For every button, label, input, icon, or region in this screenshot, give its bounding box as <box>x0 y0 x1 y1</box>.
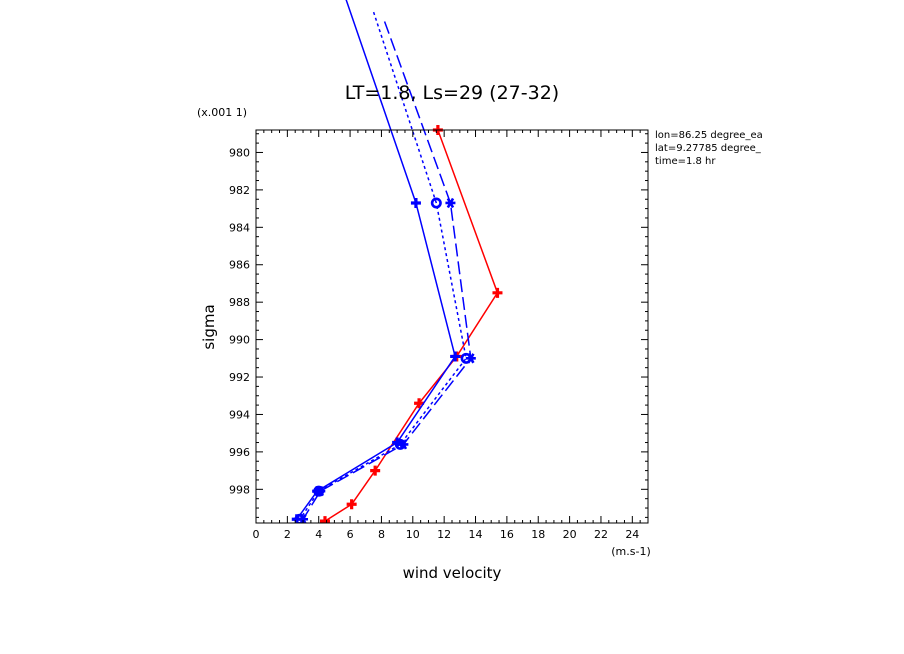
x-tick-label: 4 <box>315 528 322 541</box>
y-tick-label: 986 <box>229 259 250 272</box>
x-axis-label: wind velocity <box>403 564 502 582</box>
y-tick-label: 980 <box>229 146 250 159</box>
data-point <box>370 465 381 476</box>
chart-title: LT=1.8, Ls=29 (27-32) <box>345 82 559 104</box>
y-axis-label: sigma <box>200 304 218 349</box>
x-tick-label: 14 <box>469 528 483 541</box>
data-point <box>346 499 357 510</box>
data-point <box>450 351 461 362</box>
x-tick-label: 10 <box>406 528 420 541</box>
y-tick-label: 994 <box>229 408 250 421</box>
series-line <box>296 0 456 520</box>
data-point <box>319 516 330 523</box>
y-scale-note: (x.001 1) <box>197 106 247 119</box>
data-point <box>414 398 425 409</box>
data-point <box>398 439 409 450</box>
x-tick-label: 20 <box>563 528 577 541</box>
x-tick-label: 2 <box>284 528 291 541</box>
data-point <box>410 197 421 208</box>
data-point <box>315 486 326 497</box>
x-tick-label: 8 <box>378 528 385 541</box>
data-point <box>430 197 442 209</box>
x-tick-label: 6 <box>347 528 354 541</box>
info-line-lon: lon=86.25 degree_ea <box>655 130 763 141</box>
x-tick-label: 24 <box>625 528 639 541</box>
x-units-label: (m.s-1) <box>611 545 651 558</box>
series-4 <box>298 21 476 523</box>
info-line-lat: lat=9.27785 degree_ <box>655 143 762 154</box>
data-point <box>445 197 456 209</box>
x-tick-label: 16 <box>500 528 514 541</box>
y-tick-label: 996 <box>229 446 250 459</box>
y-tick-label: 982 <box>229 184 250 197</box>
x-tick-label: 22 <box>594 528 608 541</box>
y-tick-label: 990 <box>229 334 250 347</box>
series-2 <box>291 0 461 523</box>
y-tick-label: 988 <box>229 296 250 309</box>
plot-frame <box>255 129 649 524</box>
data-point <box>298 514 309 523</box>
axes-layer: 0 2 4 6 8 10 12 14 16 18 20 22 249809829849869889909… <box>229 130 649 541</box>
y-tick-label: 998 <box>229 483 250 496</box>
info-line-time: time=1.8 hr <box>655 156 716 167</box>
x-tick-label: 0 <box>253 528 260 541</box>
y-tick-label: 992 <box>229 371 250 384</box>
series-layer <box>291 0 503 523</box>
data-point <box>465 353 476 364</box>
series-1 <box>319 125 503 523</box>
x-tick-label: 12 <box>437 528 451 541</box>
data-point <box>492 287 503 298</box>
y-tick-label: 984 <box>229 221 250 234</box>
series-line <box>302 21 472 520</box>
x-tick-label: 18 <box>531 528 545 541</box>
